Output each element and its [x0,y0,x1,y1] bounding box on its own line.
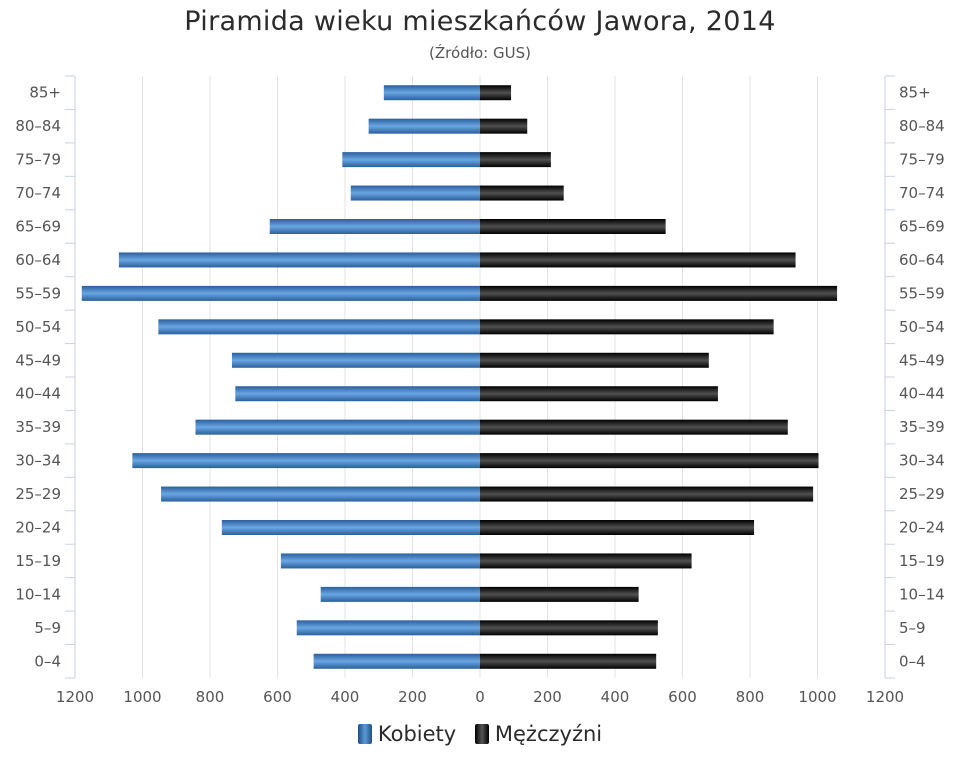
category-label-right: 30–34 [899,452,945,470]
bar-female[interactable] [350,185,480,201]
category-label-left: 45–49 [15,351,61,369]
category-label-left: 35–39 [15,418,61,436]
bar-male[interactable] [480,319,774,335]
bar-male[interactable] [480,219,666,234]
x-tick-label: 0 [475,688,485,706]
category-label-right: 55–59 [899,284,945,302]
legend-swatch-female [357,724,372,744]
chart-subtitle: (Źródło: GUS) [429,44,531,62]
legend-label-male: Mężczyźni [494,722,603,746]
legend-item-male[interactable]: Mężczyźni [474,722,603,746]
bar-male[interactable] [480,653,657,669]
category-label-right: 25–29 [899,485,945,503]
category-label-left: 5–9 [34,619,61,637]
category-label-right: 80–84 [899,117,945,135]
x-tick-label: 200 [398,688,427,706]
category-label-right: 60–64 [899,251,945,269]
bar-female[interactable] [235,386,480,402]
x-tick-label: 200 [533,688,562,706]
bar-male[interactable] [480,586,639,602]
category-label-right: 65–69 [899,218,945,236]
bar-female[interactable] [221,520,480,535]
category-label-left: 70–74 [15,184,61,202]
x-tick-label: 1000 [123,688,161,706]
bar-male[interactable] [480,152,551,168]
bar-male[interactable] [480,252,796,268]
bar-male[interactable] [480,520,755,535]
x-tick-label: 800 [736,688,765,706]
legend-item-female[interactable]: Kobiety [357,722,457,746]
category-label-right: 10–14 [899,585,945,603]
category-label-left: 85+ [29,84,61,102]
category-label-right: 45–49 [899,351,945,369]
bar-male[interactable] [480,386,718,402]
bar-female[interactable] [158,319,481,335]
bar-male[interactable] [480,453,819,469]
category-label-right: 85+ [899,84,931,102]
category-label-right: 5–9 [899,619,926,637]
bar-male[interactable] [480,118,528,134]
bar-female[interactable] [195,419,481,435]
bar-female[interactable] [320,586,480,602]
category-label-right: 70–74 [899,184,945,202]
category-label-right: 15–19 [899,552,945,570]
bar-male[interactable] [480,486,814,502]
bar-female[interactable] [231,352,480,368]
bar-male[interactable] [480,553,692,569]
bar-male[interactable] [480,352,709,368]
category-label-right: 35–39 [899,418,945,436]
category-label-right: 0–4 [899,652,926,670]
bar-female[interactable] [81,285,480,301]
category-label-left: 65–69 [15,218,61,236]
category-label-left: 60–64 [15,251,61,269]
category-label-left: 20–24 [15,519,61,537]
category-label-left: 30–34 [15,452,61,470]
x-tick-label: 1000 [798,688,836,706]
chart-title: Piramida wieku mieszkańców Jawora, 2014 [184,6,776,37]
x-tick-label: 400 [601,688,630,706]
category-label-right: 75–79 [899,151,945,169]
bar-male[interactable] [480,285,838,301]
legend-label-female: Kobiety [377,722,457,746]
x-tick-label: 600 [263,688,292,706]
x-tick-label: 1200 [866,688,904,706]
category-label-left: 50–54 [15,318,61,336]
category-label-right: 40–44 [899,385,945,403]
bar-female[interactable] [342,152,480,168]
bar-female[interactable] [383,85,480,101]
category-label-left: 55–59 [15,284,61,302]
bar-female[interactable] [161,486,480,502]
x-tick-label: 1200 [56,688,94,706]
x-tick-label: 800 [196,688,225,706]
category-label-left: 15–19 [15,552,61,570]
category-label-left: 80–84 [15,117,61,135]
bar-female[interactable] [296,620,480,636]
category-label-left: 75–79 [15,151,61,169]
legend-swatch-male [474,724,489,744]
bar-female[interactable] [280,553,480,569]
bar-male[interactable] [480,620,658,636]
category-label-left: 0–4 [34,652,61,670]
pyramid-chart: 1200 1000 800 600 400 200 0 200 400 600 800 1000 120… [15,75,945,706]
category-label-right: 20–24 [899,519,945,537]
bar-female[interactable] [118,252,480,268]
category-label-left: 10–14 [15,585,61,603]
bar-female[interactable] [313,653,480,669]
bar-female[interactable] [269,219,480,234]
category-label-left: 25–29 [15,485,61,503]
x-tick-label: 400 [331,688,360,706]
bar-male[interactable] [480,185,564,201]
x-tick-label: 600 [668,688,697,706]
category-label-left: 40–44 [15,385,61,403]
bar-female[interactable] [132,453,480,469]
bar-male[interactable] [480,419,788,435]
category-label-right: 50–54 [899,318,945,336]
legend: Kobiety Mężczyźni [0,722,960,749]
bar-male[interactable] [480,85,512,101]
bar-female[interactable] [368,118,480,134]
